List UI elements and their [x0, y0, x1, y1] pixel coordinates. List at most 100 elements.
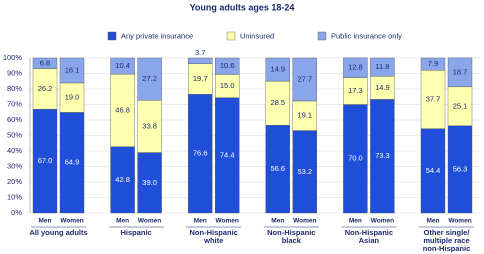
- value-label: 14.9: [375, 83, 390, 92]
- bar-segment: [187, 94, 213, 214]
- value-label: 70.0: [348, 154, 363, 163]
- y-tick-label: 30%: [7, 161, 22, 170]
- group-label: Other single/: [424, 228, 471, 237]
- bar-segment: [265, 80, 290, 126]
- value-label: 12.8: [348, 63, 363, 72]
- value-label: 3.7: [195, 48, 205, 57]
- group-label: black: [282, 236, 302, 245]
- value-label: 25.1: [453, 101, 468, 110]
- group-label: non-Hispanic: [423, 244, 471, 253]
- value-label: 7.9: [428, 59, 438, 68]
- bar-segment: [343, 57, 368, 78]
- value-label: 10.4: [115, 61, 130, 70]
- bar-segment: [214, 97, 240, 214]
- legend-swatch: [107, 31, 117, 41]
- x-tick-label: Men: [349, 218, 362, 225]
- value-label: 56.3: [453, 164, 468, 173]
- y-tick-label: 20%: [7, 177, 22, 186]
- bar-segment: [370, 57, 395, 77]
- group-label: multiple race: [423, 236, 469, 245]
- bar-segment: [110, 73, 135, 147]
- x-tick-label: Men: [271, 218, 284, 225]
- value-label: 14.9: [270, 65, 285, 74]
- x-tick-label: Men: [39, 218, 52, 225]
- bar-segment: [137, 57, 162, 101]
- x-tick-label: Men: [194, 218, 207, 225]
- x-tick-label: Women: [138, 218, 161, 225]
- value-label: 10.6: [220, 61, 235, 70]
- bar-segment: [292, 57, 317, 102]
- group-label: Hispanic: [120, 228, 151, 237]
- x-tick-label: Men: [427, 218, 440, 225]
- value-label: 74.4: [220, 150, 235, 159]
- bar-segment: [187, 57, 213, 64]
- group-label: Asian: [359, 236, 380, 245]
- value-label: 67.0: [38, 156, 53, 165]
- value-label: 11.8: [375, 62, 389, 71]
- value-label: 42.8: [115, 175, 130, 184]
- value-label: 28.5: [270, 98, 285, 107]
- value-label: 46.8: [115, 105, 130, 114]
- group-label: Non-Hispanic: [267, 228, 315, 237]
- x-tick-label: Women: [216, 218, 239, 225]
- bar-segment: [292, 100, 317, 131]
- legend-label: Any private insurance: [121, 31, 193, 40]
- bar-segment: [59, 57, 85, 84]
- bar-segment: [265, 57, 290, 82]
- bar-segment: [265, 125, 290, 214]
- group-label: Non-Hispanic: [345, 228, 393, 237]
- value-label: 19.0: [65, 93, 80, 102]
- value-label: 64.9: [65, 158, 80, 167]
- value-label: 33.8: [142, 121, 157, 130]
- bar-segment: [343, 77, 368, 105]
- value-label: 18.7: [453, 67, 468, 76]
- x-tick-label: Women: [448, 218, 471, 225]
- value-label: 54.4: [426, 166, 441, 175]
- group-label: Non-Hispanic: [190, 228, 238, 237]
- group-label: white: [203, 236, 223, 245]
- value-label: 73.3: [375, 151, 390, 160]
- chart-title: Young adults ages 18-24: [190, 2, 295, 12]
- bar-segment: [420, 57, 446, 71]
- x-tick-label: Women: [371, 218, 394, 225]
- y-tick-label: 60%: [7, 115, 22, 124]
- bar-segment: [447, 57, 473, 88]
- y-tick-label: 100%: [3, 53, 23, 62]
- y-tick-label: 80%: [7, 84, 22, 93]
- legend-swatch: [226, 31, 236, 41]
- value-label: 27.2: [142, 74, 157, 83]
- value-label: 26.2: [38, 84, 53, 93]
- value-label: 56.6: [270, 164, 285, 173]
- bar-segment: [110, 57, 135, 75]
- bar-segment: [447, 125, 473, 214]
- bar-segment: [343, 104, 368, 214]
- bar-segment: [137, 99, 162, 153]
- value-label: 39.0: [142, 178, 157, 187]
- value-label: 19.7: [193, 74, 208, 83]
- legend-label: Uninsured: [240, 31, 274, 40]
- legend-swatch: [317, 31, 327, 41]
- y-tick-label: 50%: [7, 130, 22, 139]
- y-tick-label: 40%: [7, 146, 22, 155]
- x-tick-label: Women: [293, 218, 316, 225]
- value-label: 76.6: [193, 149, 208, 158]
- value-label: 37.7: [426, 94, 441, 103]
- value-label: 27.7: [297, 74, 312, 83]
- value-label: 17.3: [348, 86, 363, 95]
- bar-segment: [420, 128, 446, 214]
- bar-segment: [447, 86, 473, 126]
- value-label: 15.0: [220, 81, 235, 90]
- x-tick-label: Men: [116, 218, 129, 225]
- y-tick-label: 90%: [7, 68, 22, 77]
- bar-segment: [137, 152, 162, 214]
- group-label: All young adults: [29, 228, 87, 237]
- value-label: 6.8: [40, 58, 50, 67]
- bar-segment: [214, 57, 240, 75]
- y-tick-label: 0%: [11, 208, 22, 217]
- x-tick-label: Women: [60, 218, 83, 225]
- y-tick-label: 70%: [7, 99, 22, 108]
- value-label: 53.2: [297, 167, 312, 176]
- bar-segment: [32, 57, 58, 69]
- value-label: 16.1: [65, 65, 80, 74]
